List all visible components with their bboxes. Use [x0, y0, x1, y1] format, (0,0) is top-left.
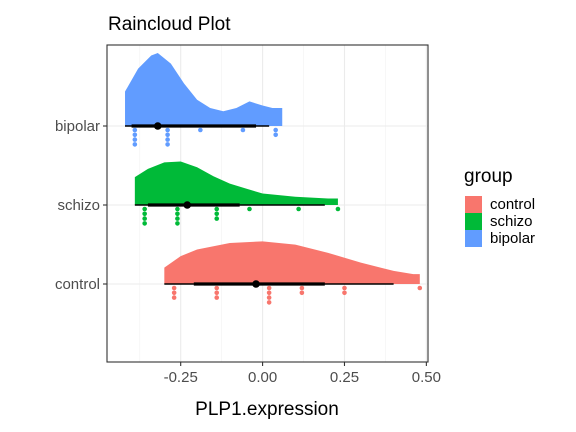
x-tick-label: 0.50: [412, 369, 441, 386]
density-cloud-schizo: [134, 161, 338, 205]
x-tick-label: 0.00: [248, 369, 277, 386]
data-point-schizo: [175, 206, 180, 212]
legend-label-bipolar: bipolar: [490, 230, 535, 247]
data-point-bipolar: [132, 127, 138, 133]
data-point-schizo: [142, 206, 147, 212]
mean-point-control: [252, 280, 260, 288]
y-axis: control schizo bipolar: [55, 118, 107, 293]
legend-key-schizo: [465, 213, 482, 230]
data-point-schizo: [214, 216, 220, 221]
data-point-control: [214, 290, 220, 296]
data-point-bipolar: [132, 137, 138, 142]
plot-panel: [106, 44, 429, 363]
data-point-bipolar: [132, 132, 138, 138]
legend-label-control: control: [490, 196, 535, 213]
data-point-bipolar: [132, 142, 138, 147]
density-cloud-bipolar: [125, 53, 283, 126]
data-point-bipolar: [165, 137, 170, 142]
panel-border: [106, 44, 429, 363]
legend-title: group: [464, 166, 513, 187]
data-point-schizo: [142, 216, 147, 221]
data-point-schizo: [247, 206, 252, 212]
data-point-control: [266, 290, 272, 296]
data-point-bipolar: [273, 132, 278, 138]
data-point-control: [417, 285, 423, 291]
data-point-control: [299, 290, 305, 296]
x-tick-label: -0.25: [164, 369, 198, 386]
data-point-control: [214, 295, 220, 300]
data-point-bipolar: [165, 142, 170, 147]
y-tick-label-control: control: [55, 276, 100, 293]
x-axis: -0.25 0.00 0.25 0.50: [164, 362, 441, 386]
data-point-schizo: [175, 216, 180, 221]
x-tick-label: 0.25: [330, 369, 359, 386]
y-tick-label-schizo: schizo: [57, 197, 100, 214]
data-point-schizo: [214, 206, 220, 212]
data-point-schizo: [175, 221, 180, 226]
chart-title: Raincloud Plot: [108, 14, 231, 35]
data-point-control: [342, 290, 347, 296]
data-point-control: [342, 285, 347, 291]
data-point-control: [214, 285, 220, 291]
data-point-schizo: [335, 206, 341, 212]
data-point-control: [171, 285, 177, 291]
data-point-schizo: [142, 221, 147, 226]
data-point-control: [171, 295, 177, 300]
legend-key-control: [465, 196, 482, 213]
data-point-control: [171, 290, 177, 296]
data-point-control: [266, 295, 272, 300]
legend-key-bipolar: [465, 230, 482, 247]
data-point-schizo: [142, 211, 147, 217]
density-cloud-control: [164, 241, 420, 284]
legend-label-schizo: schizo: [490, 213, 533, 230]
data-point-control: [299, 285, 305, 291]
series-schizo: [134, 161, 341, 226]
data-point-bipolar: [240, 127, 246, 133]
series-control: [164, 241, 423, 305]
series-bipolar: [125, 53, 283, 147]
data-point-bipolar: [198, 127, 203, 133]
data-point-control: [266, 285, 272, 291]
data-point-control: [266, 300, 272, 305]
mean-point-schizo: [183, 201, 192, 209]
data-point-schizo: [175, 211, 180, 217]
data-point-bipolar: [165, 132, 170, 138]
data-point-schizo: [296, 206, 301, 212]
data-point-schizo: [214, 211, 220, 217]
x-axis-title: PLP1.expression: [195, 399, 339, 420]
y-tick-label-bipolar: bipolar: [55, 118, 100, 135]
mean-point-bipolar: [153, 122, 162, 130]
data-point-bipolar: [165, 127, 170, 133]
data-point-bipolar: [273, 127, 278, 133]
